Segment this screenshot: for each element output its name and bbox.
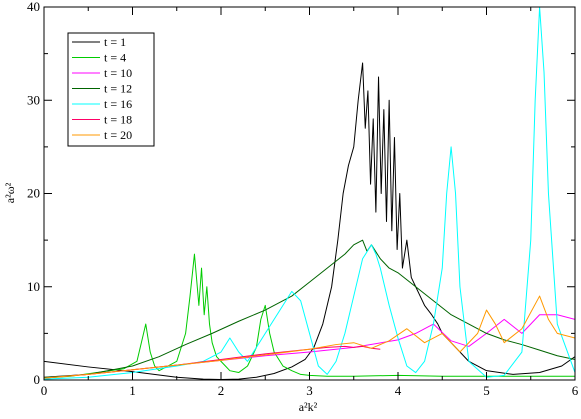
- legend-label: t = 4: [104, 51, 126, 65]
- legend-label: t = 12: [104, 82, 132, 96]
- x-tick-label: 1: [129, 383, 136, 398]
- y-tick-label: 0: [34, 372, 41, 387]
- legend-label: t = 20: [104, 128, 132, 142]
- legend-label: t = 1: [104, 35, 126, 49]
- x-axis-label: a²k²: [299, 400, 318, 414]
- y-axis: 0 10 20 30 40: [27, 0, 575, 387]
- series-line-4: [44, 239, 575, 378]
- x-tick-label: 2: [218, 383, 225, 398]
- series-line-5: [44, 7, 575, 380]
- y-axis-label: a²ω²: [3, 182, 17, 203]
- y-tick-label: 40: [27, 0, 40, 14]
- y-tick-label: 30: [27, 92, 40, 107]
- x-tick-label: 4: [395, 383, 402, 398]
- series-line-2: [44, 253, 575, 379]
- y-tick-label: 10: [27, 279, 40, 294]
- legend-label: t = 10: [104, 66, 132, 80]
- series-line-7: [44, 295, 575, 379]
- x-tick-label: 0: [41, 383, 48, 398]
- legend-box: [67, 32, 155, 147]
- x-tick-label: 3: [306, 383, 313, 398]
- legend: t = 1 t = 4t = 10 t = 12t = 16 t = 18t = 20: [67, 32, 155, 147]
- x-axis: 0 1 2 3 4 5 6: [41, 7, 579, 398]
- y-tick-label: 20: [27, 186, 40, 201]
- legend-label: t = 16: [104, 97, 132, 111]
- x-tick-label: 5: [483, 383, 490, 398]
- x-tick-label: 6: [572, 383, 579, 398]
- plot-lines: [44, 7, 575, 380]
- legend-label: t = 18: [104, 113, 132, 127]
